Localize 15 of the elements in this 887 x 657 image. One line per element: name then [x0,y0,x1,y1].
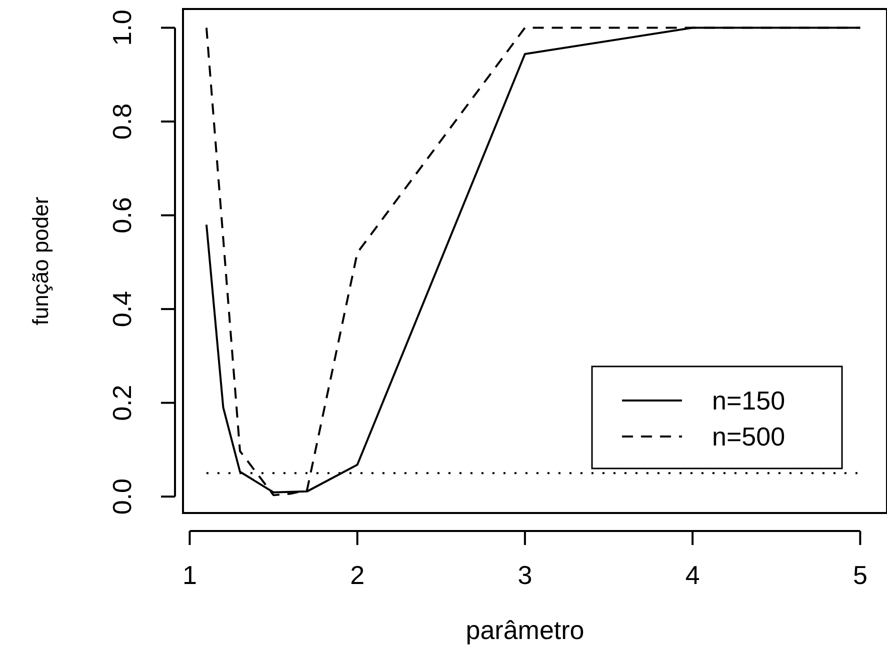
legend-label: n=500 [712,421,786,452]
x-tick-label: 2 [350,560,365,590]
x-axis-title: parâmetro [466,615,584,645]
legend-label: n=150 [712,385,786,416]
y-tick-label: 1.0 [107,10,137,46]
y-tick-label: 0.4 [107,290,137,328]
y-axis-title: função poder [28,196,53,326]
x-tick-label: 3 [518,560,532,590]
x-tick-label: 1 [182,560,197,590]
y-tick-label: 0.0 [107,478,137,515]
y-tick-label: 0.8 [107,103,137,140]
y-tick-label: 0.2 [107,384,137,421]
x-tick-label: 4 [685,560,700,590]
x-tick-label: 5 [852,560,868,590]
y-tick-label: 0.6 [107,197,137,234]
